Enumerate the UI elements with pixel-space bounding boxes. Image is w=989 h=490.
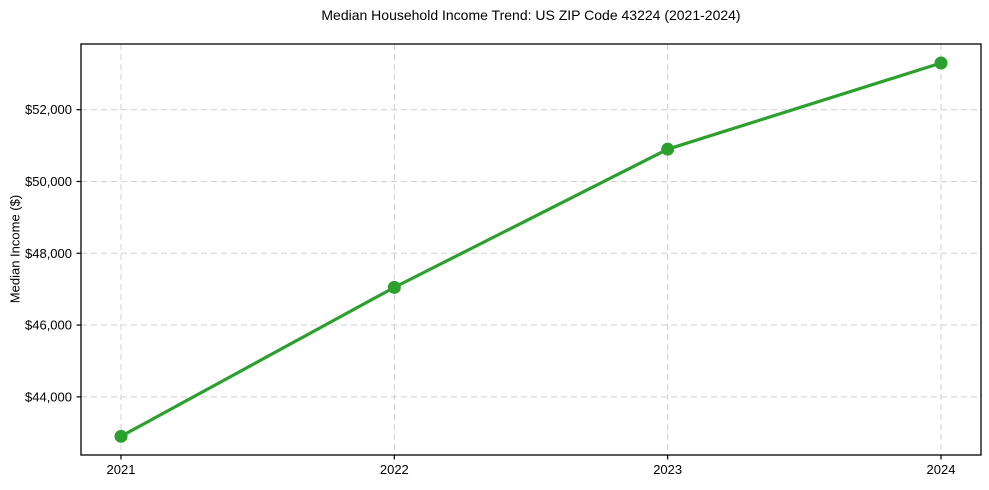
x-tick-label: 2021 (107, 462, 136, 477)
x-tick-label: 2023 (653, 462, 682, 477)
data-point (114, 429, 128, 443)
y-tick-label: $48,000 (25, 246, 72, 261)
y-tick-label: $46,000 (25, 318, 72, 333)
y-tick-label: $52,000 (25, 102, 72, 117)
data-point (934, 56, 948, 70)
chart-title: Median Household Income Trend: US ZIP Co… (321, 7, 741, 23)
x-tick-label: 2024 (927, 462, 956, 477)
y-tick-label: $44,000 (25, 389, 72, 404)
data-point (661, 142, 675, 156)
plot-border (80, 43, 982, 456)
data-point (387, 280, 401, 294)
x-tick-label: 2022 (380, 462, 409, 477)
series-line (119, 61, 943, 438)
y-tick-label: $50,000 (25, 174, 72, 189)
